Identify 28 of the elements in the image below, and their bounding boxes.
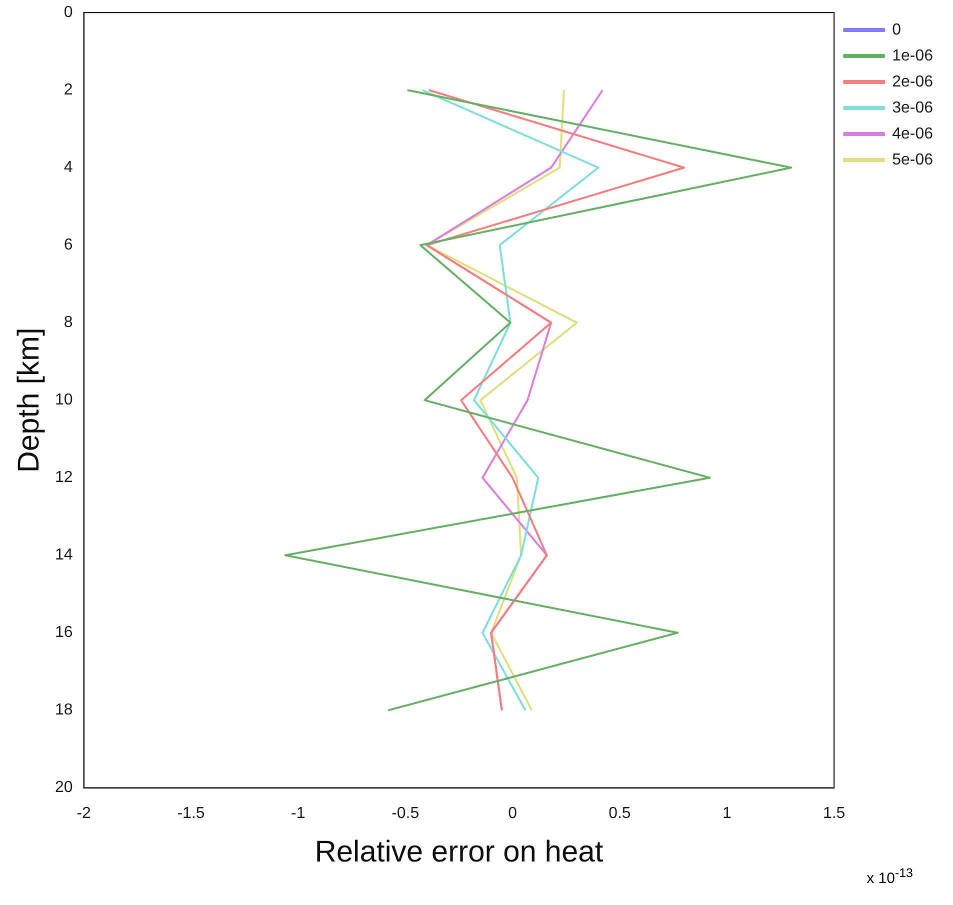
x-tick-label: 0 [508,804,518,822]
text: x 10$^{-13}$ [866,866,913,887]
legend-label: 2e-06 [892,73,934,90]
x-tick-label: -1.5 [177,804,205,822]
x-tick-label: -2 [76,804,92,822]
legend-label: 1e-06 [892,47,934,64]
legend-label: 0 [892,21,902,38]
y-tick-label: 6 [64,236,73,254]
legend-label: 4e-06 [892,125,934,142]
legend-label: 3e-06 [892,99,934,116]
x-tick-label: 1 [722,804,732,822]
legend-label: 5e-06 [892,151,934,168]
y-tick-label: 4 [64,159,73,176]
y-tick-label: 0 [64,4,73,22]
y-tick-label: 12 [55,469,73,486]
x-tick-label: 0.5 [608,804,631,822]
y-tick-label: 2 [64,82,73,99]
y-axis-title: Depth [km] [12,328,46,473]
x-tick-label: -1 [291,804,306,822]
y-tick-label: 8 [64,314,73,332]
y-tick-label: 14 [55,546,73,564]
x-tick-label: 1.5 [822,804,846,822]
y-tick-label: 16 [55,624,73,642]
x-tick-label: -0.5 [392,804,420,822]
x-axis-title: Relative error on heat [314,835,604,868]
y-tick-label: 10 [55,392,73,409]
y-tick-label: 18 [55,702,73,719]
y-tick-label: 20 [55,779,73,796]
